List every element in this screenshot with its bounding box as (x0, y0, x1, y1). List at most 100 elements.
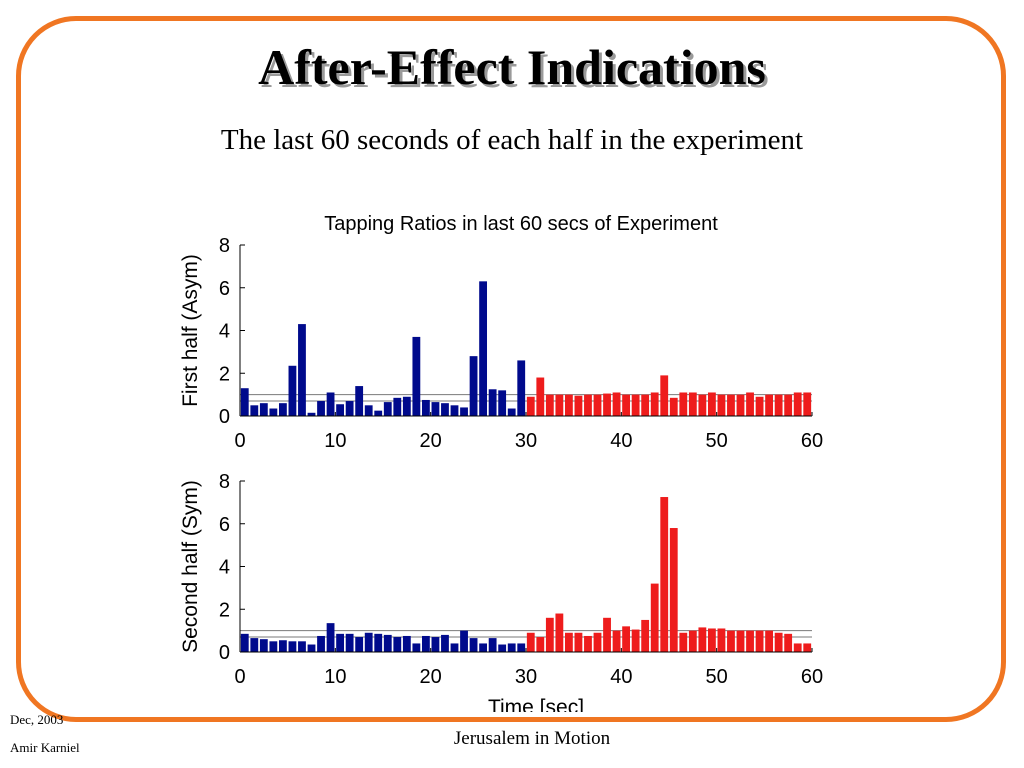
bar (803, 392, 812, 416)
bar (374, 633, 383, 652)
bar (717, 628, 726, 652)
bar (603, 617, 611, 652)
bar (298, 324, 306, 416)
x-tick-label: 50 (706, 666, 728, 688)
bar (736, 394, 745, 416)
bar (746, 630, 754, 652)
y-tick-label: 8 (219, 471, 230, 493)
bar (784, 633, 793, 652)
bar (622, 626, 631, 652)
x-tick-label: 20 (420, 430, 442, 452)
bar (555, 613, 564, 652)
chart-panel-second-half: 0 2 4 6 8 0 10 20 30 40 50 60 Second half (Sym) Time … (179, 471, 823, 719)
bar (317, 401, 325, 416)
bar (784, 394, 793, 416)
y-tick-label: 2 (219, 599, 230, 621)
bar (641, 394, 650, 416)
bar (574, 395, 583, 416)
bar (707, 628, 716, 652)
bar (755, 396, 764, 416)
bar (488, 638, 497, 652)
bar (774, 632, 783, 652)
bar (793, 643, 802, 652)
bar (727, 630, 735, 652)
x-tick-label: 30 (515, 666, 537, 688)
bar (755, 630, 764, 652)
bar (412, 643, 421, 652)
x-tick-label: 40 (610, 430, 632, 452)
y-tick-label: 0 (219, 406, 230, 428)
bar (393, 637, 402, 652)
bar (498, 390, 507, 416)
slide-frame (16, 16, 1006, 722)
bar (612, 630, 621, 652)
bar (507, 408, 516, 416)
bar (240, 388, 249, 416)
chart-title: Tapping Ratios in last 60 secs of Experi… (324, 213, 718, 235)
x-tick-label: 60 (801, 666, 823, 688)
bar (469, 638, 478, 652)
bar (364, 632, 373, 652)
bar (393, 397, 402, 416)
x-tick-label: 10 (324, 666, 346, 688)
bar (526, 396, 535, 416)
y-tick-label: 8 (219, 235, 230, 257)
bar (355, 386, 364, 416)
bar (431, 402, 440, 416)
bar (469, 356, 478, 416)
bar (269, 408, 278, 416)
bar (669, 528, 678, 652)
slide-title: After-Effect Indications (258, 39, 766, 95)
bar (460, 407, 468, 416)
bar (355, 637, 364, 652)
footer-center: Jerusalem in Motion (453, 728, 611, 749)
bar (660, 375, 669, 416)
footer-date: Dec, 2003 (10, 712, 64, 727)
bar (707, 392, 716, 416)
y-tick-label: 4 (219, 557, 230, 579)
bar (650, 583, 659, 652)
bar (383, 634, 392, 652)
bar (345, 401, 354, 416)
bar (536, 637, 545, 652)
bar (545, 617, 554, 652)
x-tick-label: 30 (515, 430, 537, 452)
bar (698, 627, 707, 652)
bar (660, 497, 669, 652)
chart-panel-first-half: 0 2 4 6 8 0 10 20 30 40 50 60 First half (Asym) (179, 235, 823, 452)
bar (688, 630, 697, 652)
bar (250, 638, 259, 652)
bar (631, 394, 640, 416)
bar (336, 633, 345, 652)
bar (240, 633, 249, 652)
bar (479, 281, 488, 416)
bar (317, 635, 325, 652)
bar (250, 405, 259, 416)
y-axis-label: Second half (Sym) (179, 480, 202, 653)
bar (336, 404, 345, 416)
x-tick-label: 60 (801, 430, 823, 452)
bar (574, 632, 583, 652)
bar (717, 394, 726, 416)
bar (383, 402, 392, 416)
bar (269, 641, 278, 652)
bar (765, 630, 774, 652)
y-tick-label: 4 (219, 321, 230, 343)
x-axis-label: Time [sec] (488, 696, 584, 719)
bar (326, 623, 335, 652)
bar (288, 365, 297, 416)
bar (688, 392, 697, 416)
bar (593, 394, 602, 416)
x-tick-label: 40 (610, 666, 632, 688)
bar (545, 394, 554, 416)
bar (507, 643, 516, 652)
bar (679, 392, 688, 416)
bar (564, 394, 573, 416)
bar (736, 630, 745, 652)
bar (298, 641, 306, 652)
bar (593, 632, 602, 652)
bar (307, 644, 316, 652)
bar (431, 637, 440, 652)
bar (564, 632, 573, 652)
